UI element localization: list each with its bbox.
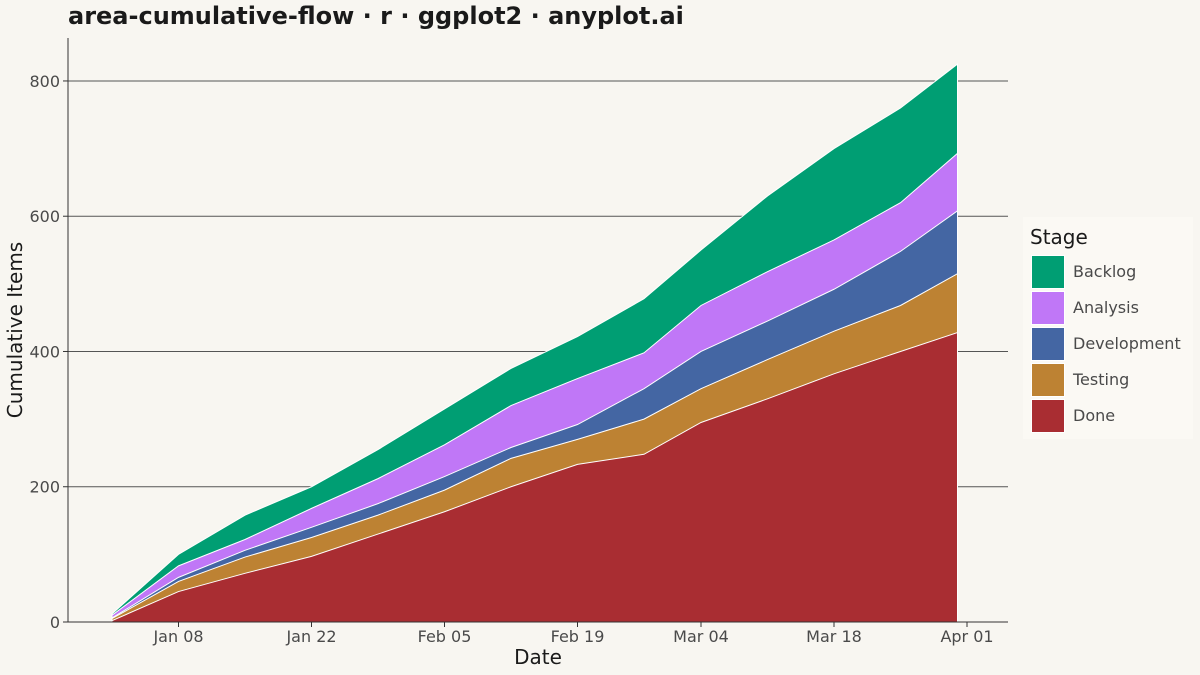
- x-tick-label: Jan 22: [285, 627, 336, 646]
- legend-label-development: Development: [1073, 334, 1181, 353]
- legend-key-development: [1031, 327, 1065, 361]
- y-tick-label: 0: [50, 613, 60, 632]
- legend-item-backlog: Backlog: [1031, 254, 1191, 290]
- legend-key-testing: [1031, 363, 1065, 397]
- x-tick-label: Feb 19: [551, 627, 605, 646]
- legend: Stage Backlog Analysis Development Testi…: [1023, 217, 1193, 439]
- legend-key-analysis: [1031, 291, 1065, 325]
- legend-item-testing: Testing: [1031, 362, 1191, 398]
- legend-label-testing: Testing: [1073, 370, 1130, 389]
- legend-item-development: Development: [1031, 326, 1191, 362]
- y-axis-title: Cumulative Items: [3, 242, 27, 418]
- chart-title: area-cumulative-flow · r · ggplot2 · any…: [68, 2, 684, 30]
- y-tick-label: 400: [29, 342, 60, 361]
- x-tick-label: Feb 05: [418, 627, 472, 646]
- x-tick-label: Jan 08: [152, 627, 203, 646]
- legend-label-done: Done: [1073, 406, 1116, 425]
- legend-key-done: [1031, 399, 1065, 433]
- legend-item-done: Done: [1031, 398, 1191, 434]
- y-tick-label: 600: [29, 207, 60, 226]
- legend-item-analysis: Analysis: [1031, 290, 1191, 326]
- stacked-areas: [111, 63, 958, 623]
- legend-title: Stage: [1030, 225, 1088, 249]
- axes: 0 200 400 600 800 Jan 08 Jan 22 Feb 05 Feb 19 Mar…: [29, 38, 1008, 646]
- area-done: [111, 331, 958, 623]
- legend-label-backlog: Backlog: [1073, 262, 1137, 281]
- x-axis-title: Date: [514, 645, 562, 669]
- y-tick-label: 200: [29, 478, 60, 497]
- x-tick-label: Apr 01: [940, 627, 993, 646]
- legend-key-backlog: [1031, 255, 1065, 289]
- y-tick-label: 800: [29, 72, 60, 91]
- legend-label-analysis: Analysis: [1073, 298, 1139, 317]
- x-tick-label: Mar 18: [806, 627, 862, 646]
- x-tick-label: Mar 04: [673, 627, 729, 646]
